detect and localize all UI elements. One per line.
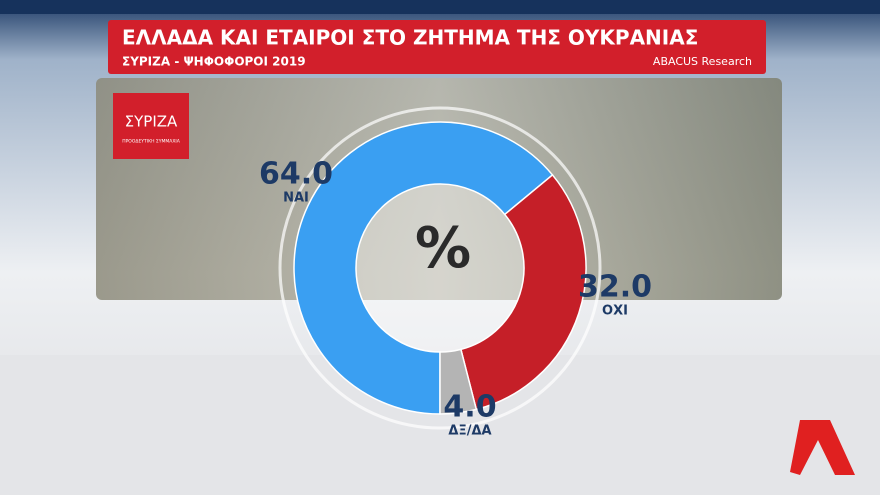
logo-tagline: ΠΡΟΟΔΕΥΤΙΚΗ ΣΥΜΜΑΧΙΑ (122, 139, 181, 145)
channel-logo (790, 420, 855, 475)
chart-title: ΕΛΛΑΔΑ ΚΑΙ ΕΤΑΙΡΟΙ ΣΤΟ ΖΗΤΗΜΑ ΤΗΣ ΟΥΚΡΑΝ… (122, 26, 698, 50)
logo-name: ΣΥΡΙΖΑ (125, 113, 178, 131)
category-label: ΝΑΙ (283, 191, 309, 206)
donut-halo (278, 106, 602, 430)
subtitle: ΣΥΡΙΖΑ - ΨΗΦΟΦΟΡΟΙ 2019 (122, 55, 306, 69)
value-label: 32.0 (578, 270, 652, 305)
donut-hole (352, 180, 528, 356)
donut-segment (293, 121, 554, 415)
donut-segment (439, 348, 478, 415)
category-label: ΟΧΙ (602, 304, 628, 319)
photo-backdrop (96, 78, 782, 300)
value-label: 64.0 (259, 157, 333, 192)
source: ABACUS Research (653, 55, 752, 68)
top-band (0, 0, 880, 14)
donut-segment (459, 173, 587, 411)
category-label: ΔΞ/ΔΑ (448, 424, 491, 439)
value-label: 4.0 (443, 390, 496, 425)
title-box (108, 20, 766, 74)
party-logo (113, 93, 189, 159)
center-label: % (415, 216, 471, 281)
